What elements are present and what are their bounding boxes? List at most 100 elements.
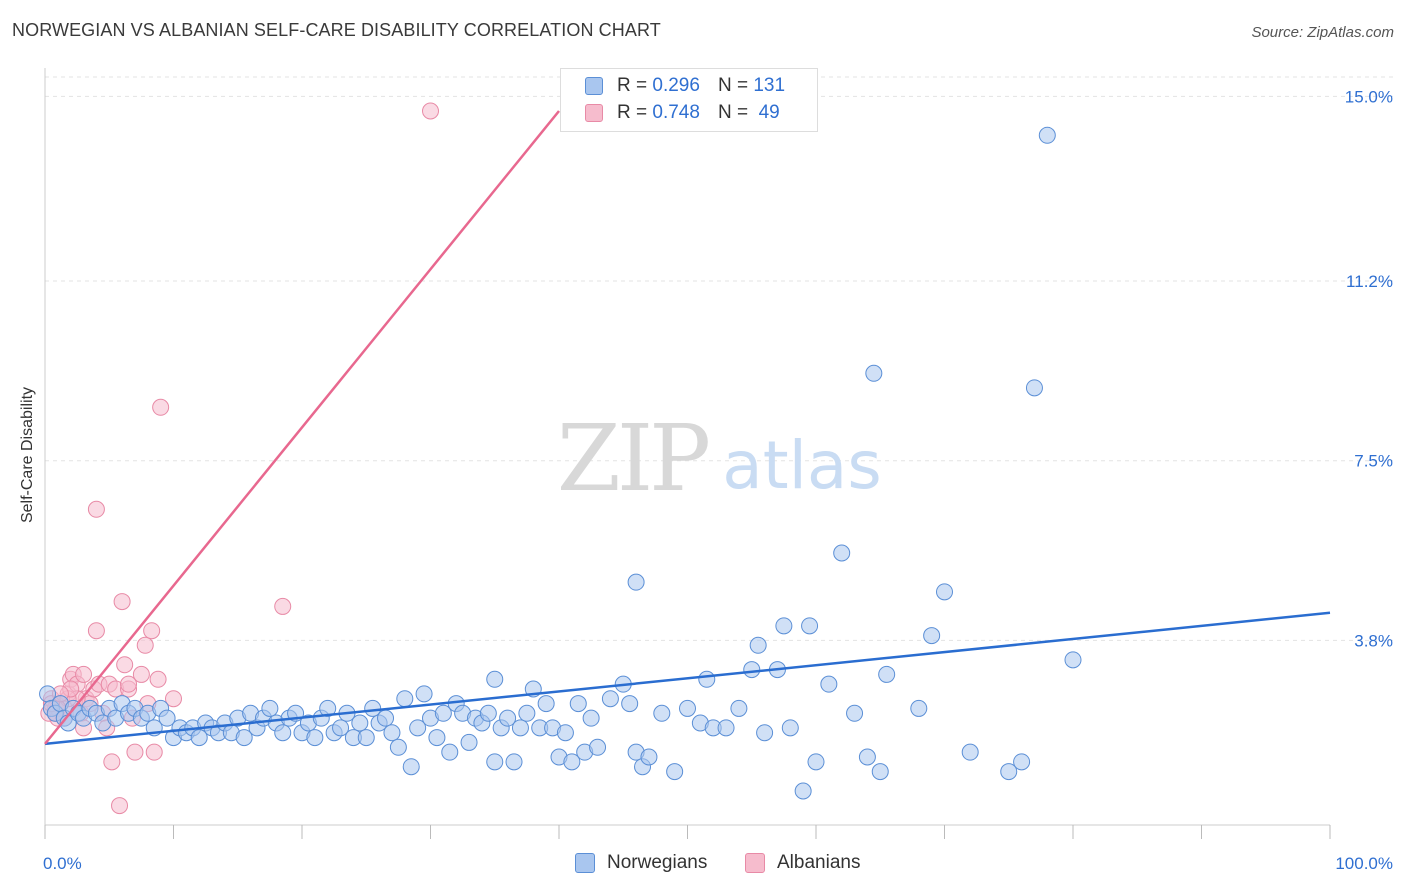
series-legend: Norwegians Albanians [0, 852, 1406, 878]
norwegian-point [717, 719, 735, 737]
legend-swatch-blue [585, 77, 603, 95]
albanian-point [126, 743, 144, 761]
norwegian-point [351, 714, 369, 732]
norwegian-point [756, 724, 774, 742]
norwegian-point [679, 699, 696, 717]
norwegian-point [582, 709, 600, 727]
albanian-point [274, 597, 292, 615]
norwegian-point [556, 724, 574, 742]
albanian-point [111, 797, 129, 815]
norwegian-point [846, 704, 864, 722]
norwegian-point [653, 704, 671, 722]
norwegian-point [190, 729, 208, 747]
norwegian-point [666, 763, 684, 781]
norwegian-point [621, 695, 639, 713]
trend-lines [44, 110, 1331, 746]
norwegian-point [319, 699, 337, 717]
norwegian-point [1064, 651, 1082, 669]
albanian-point [145, 743, 163, 761]
albanian-point [113, 593, 131, 611]
norwegian-point [505, 753, 523, 771]
albanian-point [87, 500, 105, 518]
watermark-atlas: atlas [722, 427, 882, 504]
legend-row-norwegians: R = 0.296 N = 131 [585, 73, 785, 99]
norwegians-points [39, 126, 1082, 800]
source-label: Source: ZipAtlas.com [1251, 24, 1394, 41]
albanian-point [422, 102, 439, 120]
legend-item-albanians: Albanians [745, 852, 860, 874]
albanian-point [103, 753, 121, 771]
legend-n-value: 131 [753, 75, 786, 96]
albanians-trend-line [44, 110, 560, 745]
legend-r-value: 0.296 [652, 75, 700, 96]
watermark-zip: ZIP [557, 405, 708, 512]
norwegian-point [1025, 379, 1043, 397]
legend-r-label: R = [617, 102, 648, 123]
tick-labels: 3.8% 7.5% 11.2% 15.0% 0.0% 100.0% [43, 87, 1393, 873]
norwegian-point [499, 709, 517, 727]
legend-n-label: N = [717, 102, 749, 123]
norwegian-point [1013, 753, 1031, 771]
norwegian-point [441, 743, 459, 761]
norwegian-point [749, 636, 767, 654]
norwegian-point [537, 695, 555, 713]
norwegian-point [357, 729, 375, 747]
legend-label-norwegians: Norwegians [607, 852, 708, 873]
norwegian-point [627, 573, 645, 591]
y-tick-label: 11.2% [1346, 272, 1393, 291]
norwegian-point [486, 670, 504, 688]
norwegian-point [409, 719, 427, 737]
norwegian-point [698, 670, 716, 688]
norwegian-point [383, 724, 401, 742]
albanian-point [152, 398, 170, 416]
legend-n-value: 49 [758, 102, 780, 123]
norwegian-point [910, 699, 928, 717]
norwegian-point [807, 753, 825, 771]
albanian-point [116, 656, 134, 674]
albanian-point [87, 622, 105, 640]
albanian-point [120, 675, 138, 693]
legend-label-albanians: Albanians [777, 852, 861, 873]
norwegian-point [402, 758, 420, 776]
norwegian-point [833, 544, 851, 562]
albanian-point [165, 690, 182, 708]
norwegian-point [428, 729, 446, 747]
legend-n-label: N = [717, 75, 749, 96]
norwegian-point [261, 699, 279, 717]
norwegian-point [306, 729, 324, 747]
norwegian-point [274, 724, 292, 742]
norwegian-point [730, 699, 748, 717]
norwegian-point [775, 617, 793, 635]
norwegian-point [1038, 126, 1056, 144]
norwegian-point [479, 704, 497, 722]
norwegian-point [801, 617, 819, 635]
norwegian-point [158, 709, 176, 727]
watermark: ZIP atlas [557, 405, 882, 512]
norwegian-point [332, 719, 350, 737]
norwegian-point [389, 738, 407, 756]
norwegian-point [589, 738, 607, 756]
y-tick-label: 15.0% [1345, 87, 1393, 106]
norwegian-point [569, 695, 587, 713]
norwegian-point [1000, 763, 1018, 781]
norwegian-point [820, 675, 838, 693]
albanians-swatch [745, 853, 765, 873]
norwegian-point [486, 753, 504, 771]
norwegian-point [460, 733, 478, 751]
norwegian-point [743, 661, 761, 679]
y-tick-label: 3.8% [1354, 631, 1393, 650]
axes [44, 68, 1331, 839]
norwegian-point [923, 627, 941, 645]
norwegian-point [640, 748, 658, 766]
albanian-point [149, 670, 167, 688]
legend-r-label: R = [617, 75, 648, 96]
x-tick-label: 100.0% [1335, 854, 1393, 873]
norwegian-point [434, 704, 452, 722]
norwegian-point [377, 709, 395, 727]
albanian-point [75, 665, 93, 683]
albanian-point [136, 636, 154, 654]
norwegian-point [781, 719, 799, 737]
norwegian-point [415, 685, 433, 703]
chart-title: NORWEGIAN VS ALBANIAN SELF-CARE DISABILI… [12, 20, 661, 40]
